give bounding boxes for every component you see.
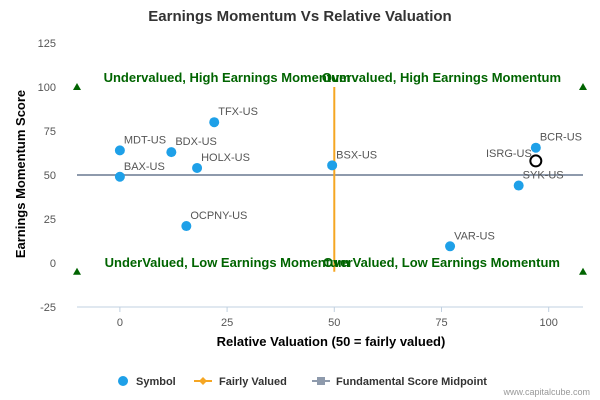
point-syk-us[interactable] bbox=[513, 180, 524, 191]
x-tick-label: 75 bbox=[435, 317, 447, 329]
triangle-marker bbox=[73, 83, 81, 90]
point-tfx-us[interactable] bbox=[209, 117, 220, 128]
point-ocpny-us[interactable] bbox=[181, 221, 192, 232]
x-tick-label: 50 bbox=[328, 317, 340, 329]
triangle-marker bbox=[579, 267, 587, 275]
y-tick-label: 125 bbox=[38, 38, 56, 50]
legend-fairly-valued-label: Fairly Valued bbox=[219, 376, 287, 388]
quadrant-label: Undervalued, High Earnings Momentum bbox=[104, 70, 351, 85]
legend-midpoint-marker[interactable] bbox=[317, 377, 325, 385]
point-bsx-us[interactable] bbox=[327, 160, 338, 171]
y-axis-title: Earnings Momentum Score bbox=[13, 90, 28, 258]
legend: Symbol Fairly Valued Fundamental Score Mid… bbox=[118, 376, 487, 388]
y-tick-label: 100 bbox=[38, 82, 56, 94]
y-tick-label: 25 bbox=[44, 214, 56, 226]
y-tick-label: 0 bbox=[50, 258, 56, 270]
quadrant-label: OverValued, Low Earnings Momentum bbox=[323, 255, 560, 270]
point-bax-us[interactable] bbox=[114, 171, 125, 182]
point-bcr-us[interactable] bbox=[530, 142, 541, 153]
triangle-marker bbox=[579, 83, 587, 90]
y-tick-label: 75 bbox=[44, 126, 56, 138]
legend-midpoint-label: Fundamental Score Midpoint bbox=[336, 376, 487, 388]
point-syk-us-label: SYK-US bbox=[523, 170, 564, 182]
chart-title: Earnings Momentum Vs Relative Valuation bbox=[148, 8, 451, 25]
point-bdx-us-label: BDX-US bbox=[175, 136, 217, 148]
y-axis: -25 0 25 50 75 100 125 bbox=[38, 38, 56, 314]
x-tick-label: 100 bbox=[540, 317, 558, 329]
point-var-us-label: VAR-US bbox=[454, 230, 495, 242]
y-tick-label: -25 bbox=[40, 302, 56, 314]
point-mdt-us-label: MDT-US bbox=[124, 134, 166, 146]
x-tick-label: 25 bbox=[221, 317, 233, 329]
legend-fairly-valued-marker[interactable] bbox=[199, 377, 207, 385]
point-bsx-us-label: BSX-US bbox=[336, 149, 377, 161]
point-isrg-us[interactable] bbox=[529, 154, 543, 168]
point-bcr-us-label: BCR-US bbox=[540, 132, 582, 144]
reference-lines bbox=[77, 87, 583, 272]
quadrant-labels: Undervalued, High Earnings MomentumOverv… bbox=[104, 70, 561, 270]
data-points: TFX-US MDT-US BDX-US HOLX-US BAX-US OCPNY-US B… bbox=[114, 106, 582, 252]
point-holx-us-label: HOLX-US bbox=[201, 152, 250, 164]
point-isrg-us-label: ISRG-US bbox=[486, 148, 532, 160]
quadrant-label: Overvalued, High Earnings Momentum bbox=[322, 70, 561, 85]
point-tfx-us-label: TFX-US bbox=[218, 106, 258, 118]
x-tick-label: 0 bbox=[117, 317, 123, 329]
point-mdt-us[interactable] bbox=[114, 145, 125, 156]
point-bax-us-label: BAX-US bbox=[124, 161, 165, 173]
legend-symbol-marker[interactable] bbox=[118, 376, 128, 386]
corner-markers bbox=[73, 83, 587, 275]
x-axis-title: Relative Valuation (50 = fairly valued) bbox=[217, 334, 446, 349]
x-axis: 0 25 50 75 100 bbox=[77, 306, 583, 329]
point-bdx-us[interactable] bbox=[166, 147, 177, 158]
point-var-us[interactable] bbox=[445, 241, 456, 252]
y-tick-label: 50 bbox=[44, 170, 56, 182]
legend-symbol-label: Symbol bbox=[136, 376, 176, 388]
point-holx-us[interactable] bbox=[192, 162, 203, 173]
point-ocpny-us-label: OCPNY-US bbox=[190, 210, 247, 222]
quadrant-label: UnderValued, Low Earnings Momentum bbox=[105, 255, 350, 270]
triangle-marker bbox=[73, 267, 81, 275]
credit-text: www.capitalcube.com bbox=[502, 387, 590, 397]
